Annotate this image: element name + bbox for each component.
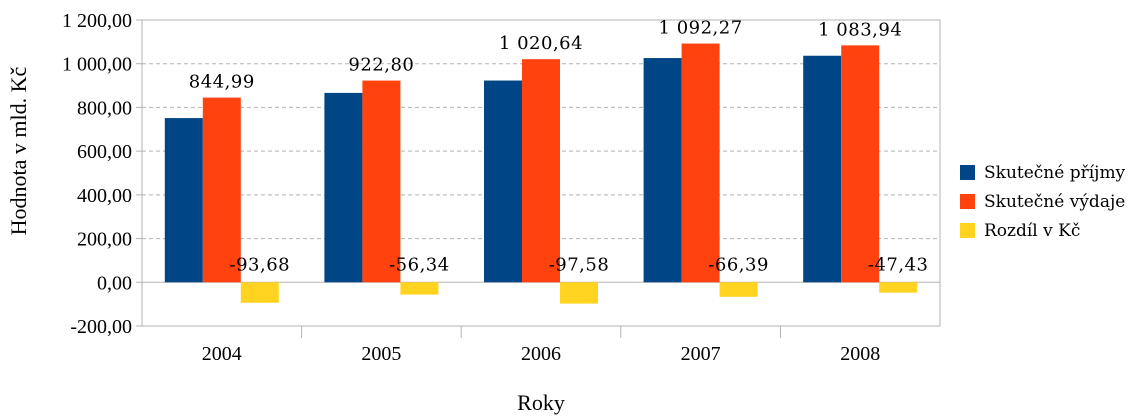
bar [484,80,522,283]
bar [362,80,401,283]
bar [202,97,241,283]
bar [841,45,880,283]
legend-label: Rozdíl v Kč [984,221,1080,241]
x-tick-label: 2006 [521,343,561,365]
data-label: 844,99 [189,72,255,93]
bar [560,282,598,304]
legend-swatch [960,165,975,180]
y-tick-label: 1 000,00 [62,54,132,76]
bar [240,282,279,303]
bar [522,59,560,283]
data-label: -66,39 [708,254,769,275]
legend-label: Skutečné výdaje [984,192,1125,212]
bar [164,118,203,283]
y-tick-label: 400,00 [77,185,132,207]
bar [681,43,720,283]
data-label: 1 020,64 [499,33,583,54]
data-label: -56,34 [389,254,450,275]
plot-area-border [141,19,941,327]
data-label: -97,58 [549,254,610,275]
data-label: 1 083,94 [818,19,902,40]
bar [643,58,682,283]
data-label: 922,80 [348,55,414,76]
axes: -200,00 0,00 200,00 400,00 600,00 800,00 1 000… [62,10,941,365]
legend-label: Skutečné příjmy [984,163,1126,183]
y-tick-label: 600,00 [77,141,132,163]
bar [400,282,439,295]
bar [803,55,842,283]
bar [719,282,758,297]
y-tick-label: -200,00 [70,316,132,338]
data-label: -93,68 [229,254,290,275]
data-label: -47,43 [868,254,929,275]
x-tick-label: 2004 [202,343,242,365]
legend-swatch [960,194,975,209]
legend-swatch [960,223,975,238]
x-tick-label: 2008 [840,343,880,365]
x-tick-label: 2007 [681,343,721,365]
x-axis-title: Roky [517,390,565,415]
data-label: 1 092,27 [659,18,743,39]
x-tick-label: 2005 [361,343,401,365]
bars [164,43,918,304]
y-axis-title: Hodnota v mld. Kč [6,66,31,235]
bar [324,92,363,283]
data-labels: 844,99 -93,68 922,80 -56,34 1 020,64 -97,58 1 … [189,18,929,276]
y-tick-label: 1 200,00 [62,10,132,32]
legend: Skutečné příjmy Skutečné výdaje Rozdíl v K… [960,163,1126,241]
y-tick-label: 0,00 [97,272,132,294]
y-tick-label: 200,00 [77,229,132,251]
bar [879,282,918,293]
y-tick-label: 800,00 [77,97,132,119]
